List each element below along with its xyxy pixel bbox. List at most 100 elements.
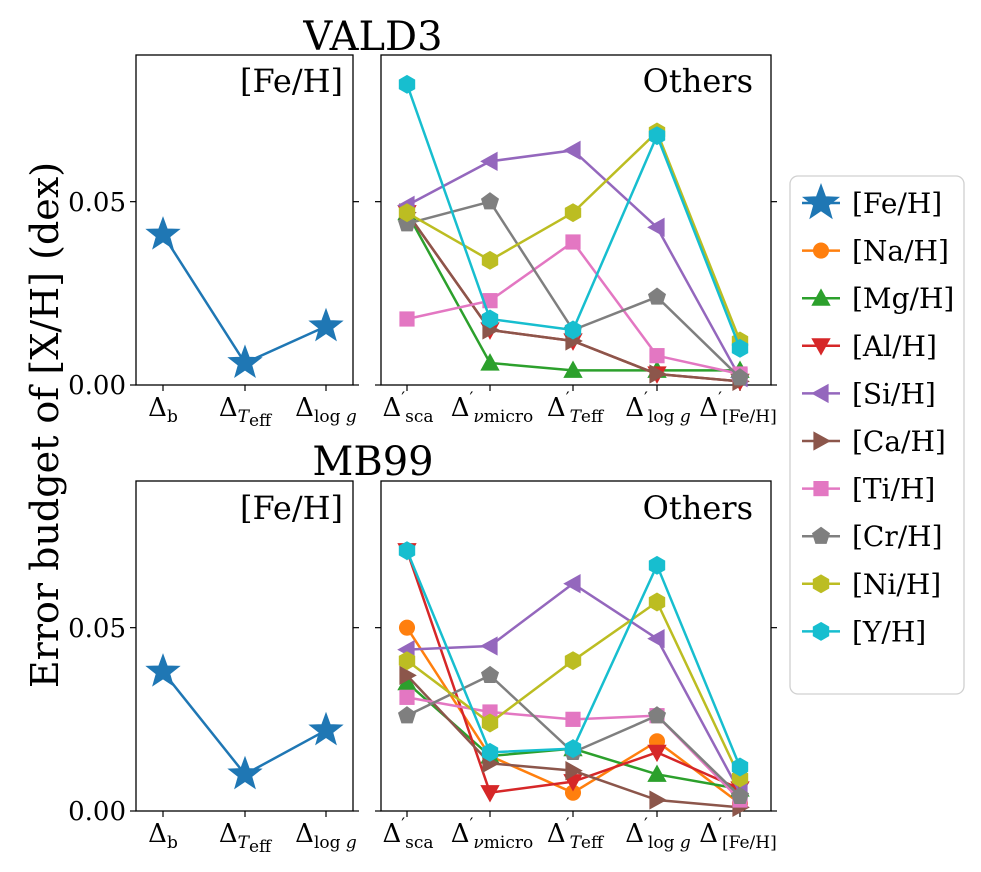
legend-marker: [811, 526, 831, 544]
legend-label: [Si/H]: [852, 377, 936, 410]
legend-label: [Ni/H]: [852, 568, 941, 601]
data-point: [397, 706, 417, 724]
legend-entry: [Cr/H]: [802, 520, 943, 553]
data-point: [481, 742, 499, 762]
data-point: [480, 353, 500, 371]
data-point: [649, 364, 667, 384]
data-point: [565, 760, 583, 781]
data-point: [564, 203, 582, 223]
series-yh: [398, 74, 749, 358]
data-point: [398, 619, 416, 636]
xtick-logg: Δ′log g: [625, 815, 691, 853]
data-point: [308, 307, 344, 342]
data-point: [480, 151, 498, 172]
data-point: [563, 573, 581, 594]
legend-label: [Ca/H]: [852, 425, 946, 458]
data-point: [730, 786, 750, 805]
data-point: [647, 217, 665, 238]
data-point: [647, 764, 667, 782]
data-point: [731, 757, 749, 777]
legend-marker: [801, 182, 841, 220]
data-point: [647, 287, 667, 305]
legend-entry: [Ca/H]: [802, 425, 946, 458]
legend-entry: [Fe/H]: [801, 182, 942, 220]
plot-area: [145, 74, 750, 818]
xtick-feh: Δ′[Fe/H]: [699, 815, 776, 853]
legend-marker: [813, 480, 829, 497]
xtick-teff: Δ′Teff: [547, 815, 605, 853]
data-point: [563, 360, 583, 378]
xtick-vmicro: Δ′νmicro: [451, 389, 533, 427]
data-point: [480, 636, 498, 656]
data-point: [399, 665, 417, 686]
xtick-delta-teff: ΔTeff: [219, 819, 273, 857]
legend-label: [Al/H]: [852, 330, 937, 363]
xtick-logg: Δ′log g: [625, 389, 691, 427]
ytick-bottom-000: 0.00: [68, 797, 126, 827]
data-point: [399, 311, 415, 327]
data-point: [730, 368, 750, 386]
legend-label: [Ti/H]: [852, 473, 935, 506]
data-point: [647, 744, 667, 763]
legend-entry: [Si/H]: [802, 377, 936, 410]
legend-label: [Cr/H]: [852, 520, 943, 553]
data-point: [481, 309, 499, 329]
y-axis-label: Error budget of [X/H] (dex): [23, 162, 67, 688]
legend-label: [Na/H]: [852, 235, 949, 268]
data-point: [398, 541, 416, 561]
data-point: [564, 320, 582, 340]
data-point: [480, 785, 500, 803]
data-point: [398, 74, 416, 94]
xtick-delta-logg: Δlog g: [295, 819, 357, 853]
series-line: [406, 582, 742, 794]
xtick-sca: Δ′sca: [382, 815, 433, 853]
data-point: [481, 713, 499, 733]
series-yh: [398, 541, 749, 777]
legend-entry: [Al/H]: [802, 330, 937, 363]
title-bottom: MB99: [312, 439, 433, 485]
panel-bottom-right-frame: [380, 480, 772, 812]
data-point: [649, 348, 665, 364]
xtick-delta-logg: Δlog g: [295, 393, 357, 427]
data-point: [480, 192, 500, 210]
series-feh: [145, 216, 344, 379]
axis-ticks: [130, 201, 777, 817]
data-point: [480, 665, 500, 684]
data-point: [647, 706, 667, 724]
data-point: [481, 250, 499, 270]
series-tih: [399, 234, 748, 382]
xticks-top-right: Δ′sca Δ′νmicro Δ′Teff Δ′log g Δ′[Fe/H]: [382, 389, 776, 427]
data-point: [145, 653, 181, 687]
legend-entry: [Na/H]: [802, 235, 949, 268]
series-line: [161, 233, 327, 365]
xtick-vmicro: Δ′νmicro: [451, 815, 533, 853]
series-feh: [145, 653, 344, 790]
data-point: [564, 651, 582, 671]
xtick-sca: Δ′sca: [382, 389, 433, 427]
ytick-top-005: 0.05: [68, 188, 126, 218]
data-point: [398, 203, 416, 223]
data-point: [398, 651, 416, 671]
panel-label-bottom-left: [Fe/H]: [240, 489, 343, 527]
legend-entry: [Mg/H]: [802, 282, 954, 315]
data-point: [308, 711, 344, 746]
panel-label-top-right: Others: [643, 62, 753, 100]
legend-marker: [811, 383, 829, 404]
xtick-delta-b: Δb: [148, 819, 178, 853]
series-sih: [397, 573, 748, 803]
legend-entry: [Ti/H]: [802, 473, 935, 506]
legend-marker: [812, 621, 830, 641]
legend: [Fe/H] [Na/H] [Mg/H] [Al/H] [Si/H] [Ca/H] [Ti/…: [801, 182, 954, 648]
panel-label-top-left: [Fe/H]: [240, 62, 343, 100]
xtick-delta-b: Δb: [148, 393, 178, 427]
legend-marker: [812, 242, 830, 259]
data-point: [649, 790, 667, 810]
ytick-bottom-005: 0.05: [68, 614, 126, 644]
data-point: [145, 216, 181, 250]
legend-marker: [811, 338, 831, 356]
data-point: [647, 628, 665, 649]
title-top: VALD3: [302, 14, 442, 60]
data-point: [227, 344, 263, 379]
xticks-top-left: Δb ΔTeff Δlog g: [148, 393, 357, 431]
